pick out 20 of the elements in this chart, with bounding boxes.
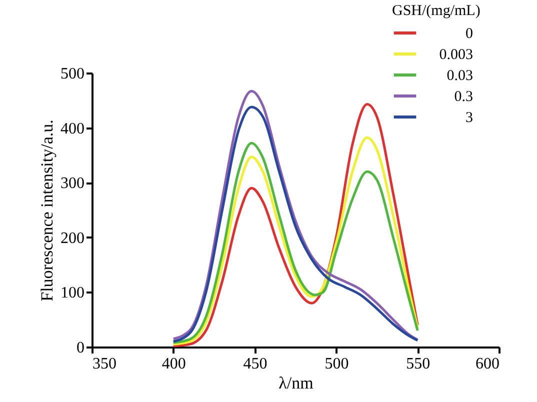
x-tick-label: 450 <box>243 356 268 372</box>
x-tick-label: 600 <box>476 356 500 372</box>
text: 0 <box>466 26 473 42</box>
y-tick-label: 200 <box>60 230 84 247</box>
y-tick-label: 100 <box>60 284 84 302</box>
legend-title: GSH/(mg/mL) <box>392 3 480 19</box>
y-tick-label: 300 <box>60 175 84 192</box>
x-tick-label: 500 <box>324 356 349 372</box>
x-tick-label: 550 <box>406 356 430 372</box>
legend-label: 0.003 <box>439 47 473 63</box>
y-axis-title: Fluorescence intensity/a.u. <box>38 120 56 302</box>
text: 3 <box>466 110 473 126</box>
x-axis-title: λ/nm <box>278 374 314 392</box>
y-tick-label: 0 <box>76 340 84 356</box>
text: 0.3 <box>454 89 473 105</box>
x-tick-label: 350 <box>92 356 116 372</box>
y-tick-label: 500 <box>60 66 84 82</box>
legend-label: 0.03 <box>446 68 473 84</box>
x-tick-label: 400 <box>162 356 186 372</box>
y-tick-label: 400 <box>60 120 84 138</box>
